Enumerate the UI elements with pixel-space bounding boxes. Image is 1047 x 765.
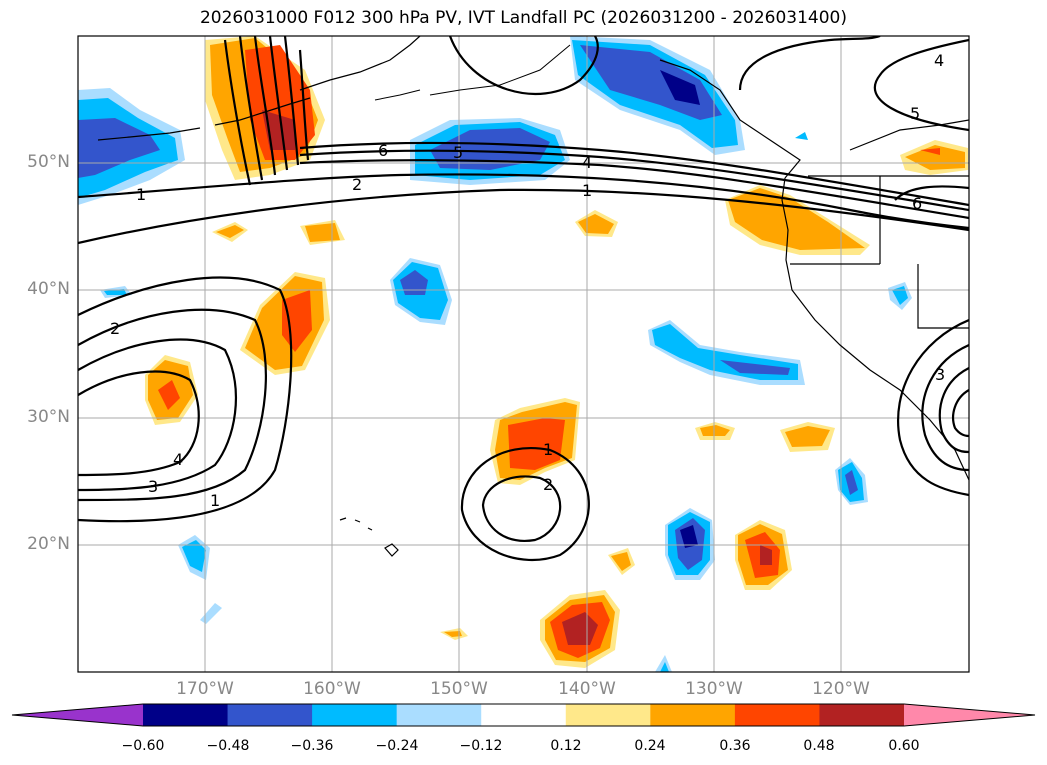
lon-label: 120°W	[812, 679, 870, 699]
gridlines	[78, 36, 969, 672]
colorbar-segment	[227, 704, 313, 726]
pv-shading	[78, 36, 968, 672]
contour-label: 4	[582, 153, 592, 172]
contour-label: 3	[935, 365, 945, 384]
contour-label: 1	[543, 440, 553, 459]
colorbar-tick: 0.36	[719, 738, 751, 754]
contour-label: 3	[148, 477, 158, 496]
colorbar-segment	[819, 704, 905, 726]
contour-label: 4	[173, 450, 183, 469]
colorbar-segment	[143, 704, 229, 726]
colorbar-tick: −0.12	[459, 738, 503, 754]
contour-label: 1	[582, 181, 592, 200]
colorbar-tick: −0.24	[375, 738, 419, 754]
lat-label: 20°N	[27, 534, 70, 554]
colorbar-segment	[481, 704, 567, 726]
colorbar-outline	[11, 703, 1036, 727]
lon-label: 130°W	[685, 679, 743, 699]
colorbar-extend-left	[12, 704, 143, 726]
colorbar-segment	[396, 704, 482, 726]
colorbar	[11, 703, 1036, 727]
contour-label: 6	[912, 194, 922, 213]
contour-label: 2	[543, 475, 553, 494]
colorbar-tick: −0.60	[121, 738, 165, 754]
lon-label: 150°W	[430, 679, 488, 699]
contour-label: 2	[110, 319, 120, 338]
contour-label: 5	[453, 143, 463, 162]
lon-label: 170°W	[176, 679, 234, 699]
lon-label: 160°W	[303, 679, 361, 699]
colorbar-tick: −0.48	[206, 738, 250, 754]
colorbar-extend-right	[904, 704, 1035, 726]
contour-label: 1	[210, 491, 220, 510]
coastlines	[97, 36, 969, 557]
colorbar-segment	[650, 704, 736, 726]
contour-label: 6	[378, 141, 388, 160]
colorbar-segment	[565, 704, 651, 726]
lat-label: 40°N	[27, 279, 70, 299]
colorbar-tick: 0.12	[550, 738, 582, 754]
colorbar-segment	[312, 704, 398, 726]
contour-label: 2	[352, 175, 362, 194]
colorbar-segment	[734, 704, 820, 726]
colorbar-tick: −0.36	[290, 738, 334, 754]
map-frame	[77, 35, 970, 673]
contour-label-group: 6 5 4 1 2 1 5 4 6 2 4 3 1 1 2 3	[110, 51, 945, 510]
contour-label: 4	[934, 51, 944, 70]
lon-label: 140°W	[558, 679, 616, 699]
lat-label: 30°N	[27, 407, 70, 427]
colorbar-tick: 0.24	[634, 738, 666, 754]
colorbar-tick: 0.60	[888, 738, 920, 754]
alaska-coast	[374, 44, 571, 101]
contour-label: 1	[136, 185, 146, 204]
figure-title: 2026031000 F012 300 hPa PV, IVT Landfall…	[199, 8, 847, 28]
ivt-contours	[78, 36, 969, 562]
contour-label: 5	[910, 104, 920, 123]
colorbar-tick: 0.48	[803, 738, 835, 754]
lat-label: 50°N	[27, 152, 70, 172]
